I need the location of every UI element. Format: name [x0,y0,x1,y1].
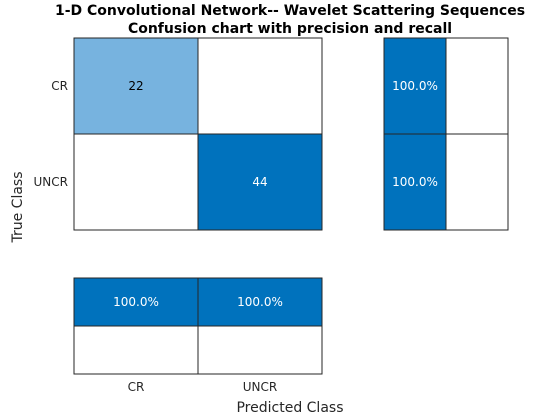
row-summary-incorrect-cr [445,37,509,135]
column-summary-incorrect-cr [73,325,199,375]
y-tick-uncr: UNCR [34,175,68,189]
row-summary-correct-uncr [383,133,447,231]
matrix-cell-value: 22 [128,79,143,93]
x-tick-uncr: UNCR [243,380,277,394]
confusion-matrix: 22 44 [73,37,323,231]
column-summary-precision-recall: 100.0% 100.0% [73,277,323,375]
x-tick-labels: CR UNCR [128,380,278,394]
matrix-cell-cr-cr [73,37,199,135]
row-summary-value: 100.0% [392,79,438,93]
row-summary-correct-cr [383,37,447,135]
row-summary-incorrect-uncr [445,133,509,231]
row-summary-value: 100.0% [392,175,438,189]
chart-subtitle: Confusion chart with precision and recal… [128,21,452,37]
y-axis-label: True Class [10,171,26,243]
column-summary-value: 100.0% [237,295,283,309]
matrix-cell-value: 44 [252,175,267,189]
matrix-cell-uncr-cr [73,133,199,231]
column-summary-value: 100.0% [113,295,159,309]
y-tick-cr: CR [51,79,68,93]
matrix-cell-uncr-uncr [197,133,323,231]
chart-title: 1-D Convolutional Network-- Wavelet Scat… [55,3,525,19]
x-axis-label: Predicted Class [236,400,343,416]
x-tick-cr: CR [128,380,145,394]
row-summary-precision-recall: 100.0% 100.0% [383,37,509,231]
column-summary-incorrect-uncr [197,325,323,375]
matrix-cell-cr-uncr [197,37,323,135]
column-summary-correct-uncr [197,277,323,327]
y-tick-labels: CR UNCR [34,79,68,189]
